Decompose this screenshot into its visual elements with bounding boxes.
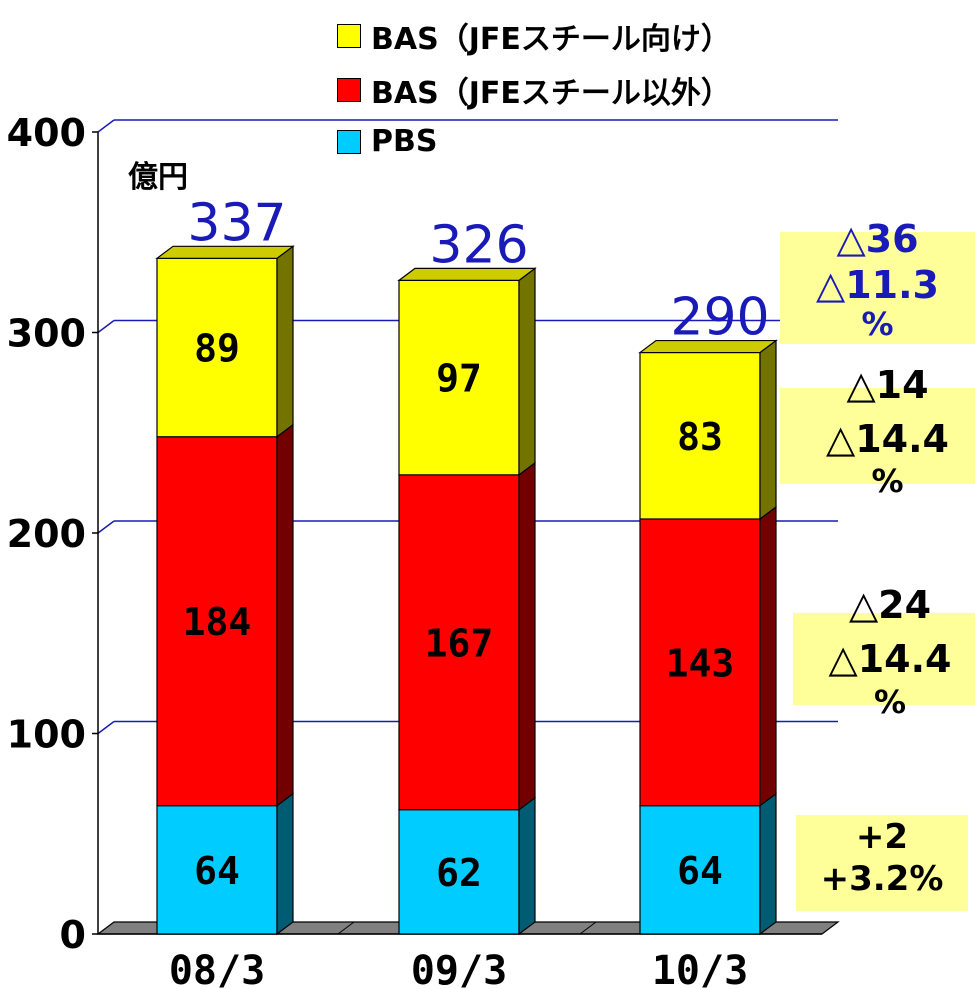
bar-basjfe-2-side <box>276 245 294 438</box>
gridline-diag <box>97 319 115 334</box>
gridline-diag <box>97 520 115 534</box>
legend-item-pbs: PBS <box>337 124 437 159</box>
annotation-line: % <box>861 305 894 343</box>
bar-pbs-0-front <box>639 805 761 935</box>
segment-value-label: 143 <box>666 641 735 685</box>
bar-basjfe-2-front <box>639 351 761 520</box>
bar-basjfe-1-side <box>759 505 777 807</box>
annotation-bas-other-change: △24 △14.4 % <box>800 582 975 722</box>
x-tick-label: 08/3 <box>169 948 265 989</box>
annotation-line: △11.3 <box>816 263 939 307</box>
bar-pbs-0-side <box>759 792 777 936</box>
bar-basjfe-1-front <box>639 518 761 807</box>
segment-value-label: 89 <box>194 327 240 371</box>
bar-pbs-0-side <box>518 796 536 936</box>
y-tick-label: 400 <box>7 111 86 155</box>
gridline-diag <box>97 720 115 735</box>
y-tick-label: 100 <box>7 713 86 757</box>
y-tick-label: 200 <box>7 512 86 556</box>
annotation-line: +3.2% <box>820 859 944 899</box>
annotation-line: △14.4 <box>826 417 949 461</box>
bar-basjfe-1-front <box>398 474 520 811</box>
annotation-total-change: △36 △11.3 % <box>780 216 975 340</box>
y-tick-labels: 0 100 200 300 400 <box>7 111 86 957</box>
total-value-label: 290 <box>670 288 769 348</box>
bar-basjfe-2-top <box>155 245 295 259</box>
bar-basjfe-2-top <box>638 339 778 354</box>
annotation-line: △14.4 <box>828 637 952 681</box>
segment-labels: 64 184 89 62 167 97 64 143 83 <box>183 327 735 895</box>
legend-label-pbs: PBS <box>371 124 438 159</box>
annotation-line: △24 <box>848 583 932 627</box>
bar-basjfe-1-side <box>518 461 536 811</box>
note-bg-bas-other <box>793 613 975 705</box>
segment-value-label: 62 <box>436 851 482 895</box>
bar-basjfe-2-side <box>759 339 777 521</box>
total-value-label: 326 <box>429 215 528 275</box>
segment-value-label: 64 <box>677 849 723 893</box>
y-tick-label: 300 <box>7 312 86 356</box>
bar-basjfe-2-top <box>397 267 537 281</box>
note-bg-bas-jfe <box>780 388 975 484</box>
annotation-line: % <box>871 462 904 500</box>
bar-basjfe-2-front <box>398 279 520 476</box>
legend-item-bas-jfe: BAS（JFEスチール向け） <box>337 14 731 58</box>
annotation-line: % <box>873 683 907 721</box>
annotation-bas-jfe-change: △14 △14.4 % <box>790 362 975 500</box>
note-bg-pbs <box>796 815 968 911</box>
gridline-diag <box>97 119 115 133</box>
x-tick-labels: 08/3 09/3 10/3 <box>169 948 748 989</box>
legend-label-bas-other: BAS（JFEスチール以外） <box>371 76 731 111</box>
note-bg-total <box>780 232 975 344</box>
annotation-line: △36 <box>836 217 919 261</box>
segment-value-label: 64 <box>194 849 240 893</box>
segment-value-label: 97 <box>436 357 482 401</box>
total-labels: 337 326 290 <box>187 193 769 347</box>
segment-value-label: 184 <box>183 600 252 644</box>
x-tick-label: 10/3 <box>652 948 748 989</box>
x-tick-label: 09/3 <box>411 948 507 989</box>
legend-item-bas-other: BAS（JFEスチール以外） <box>337 68 731 112</box>
segment-value-label: 83 <box>677 415 723 459</box>
bar-basjfe-2-front <box>156 257 278 438</box>
bar-pbs-0-front <box>156 805 278 935</box>
legend-swatch-pbs <box>337 129 361 154</box>
unit-label: 億円 <box>128 160 188 195</box>
legend-swatch-bas-jfe <box>337 24 361 48</box>
legend-swatch-bas-other <box>337 78 361 102</box>
bar-basjfe-2-side <box>518 267 536 477</box>
floor-divider <box>579 921 597 935</box>
annotation-line: +2 <box>855 817 909 857</box>
floor-divider <box>337 921 355 935</box>
bars <box>155 245 778 936</box>
annotation-pbs-change: +2 +3.2% <box>796 816 968 900</box>
segment-value-label: 167 <box>425 621 494 665</box>
bar-basjfe-1-side <box>276 423 294 807</box>
legend-label-bas-jfe: BAS（JFEスチール向け） <box>371 22 731 57</box>
y-tick-label: 0 <box>60 913 86 957</box>
bar-pbs-0-side <box>276 792 294 936</box>
annotation-line: △14 <box>846 363 929 407</box>
total-value-label: 337 <box>187 193 286 253</box>
